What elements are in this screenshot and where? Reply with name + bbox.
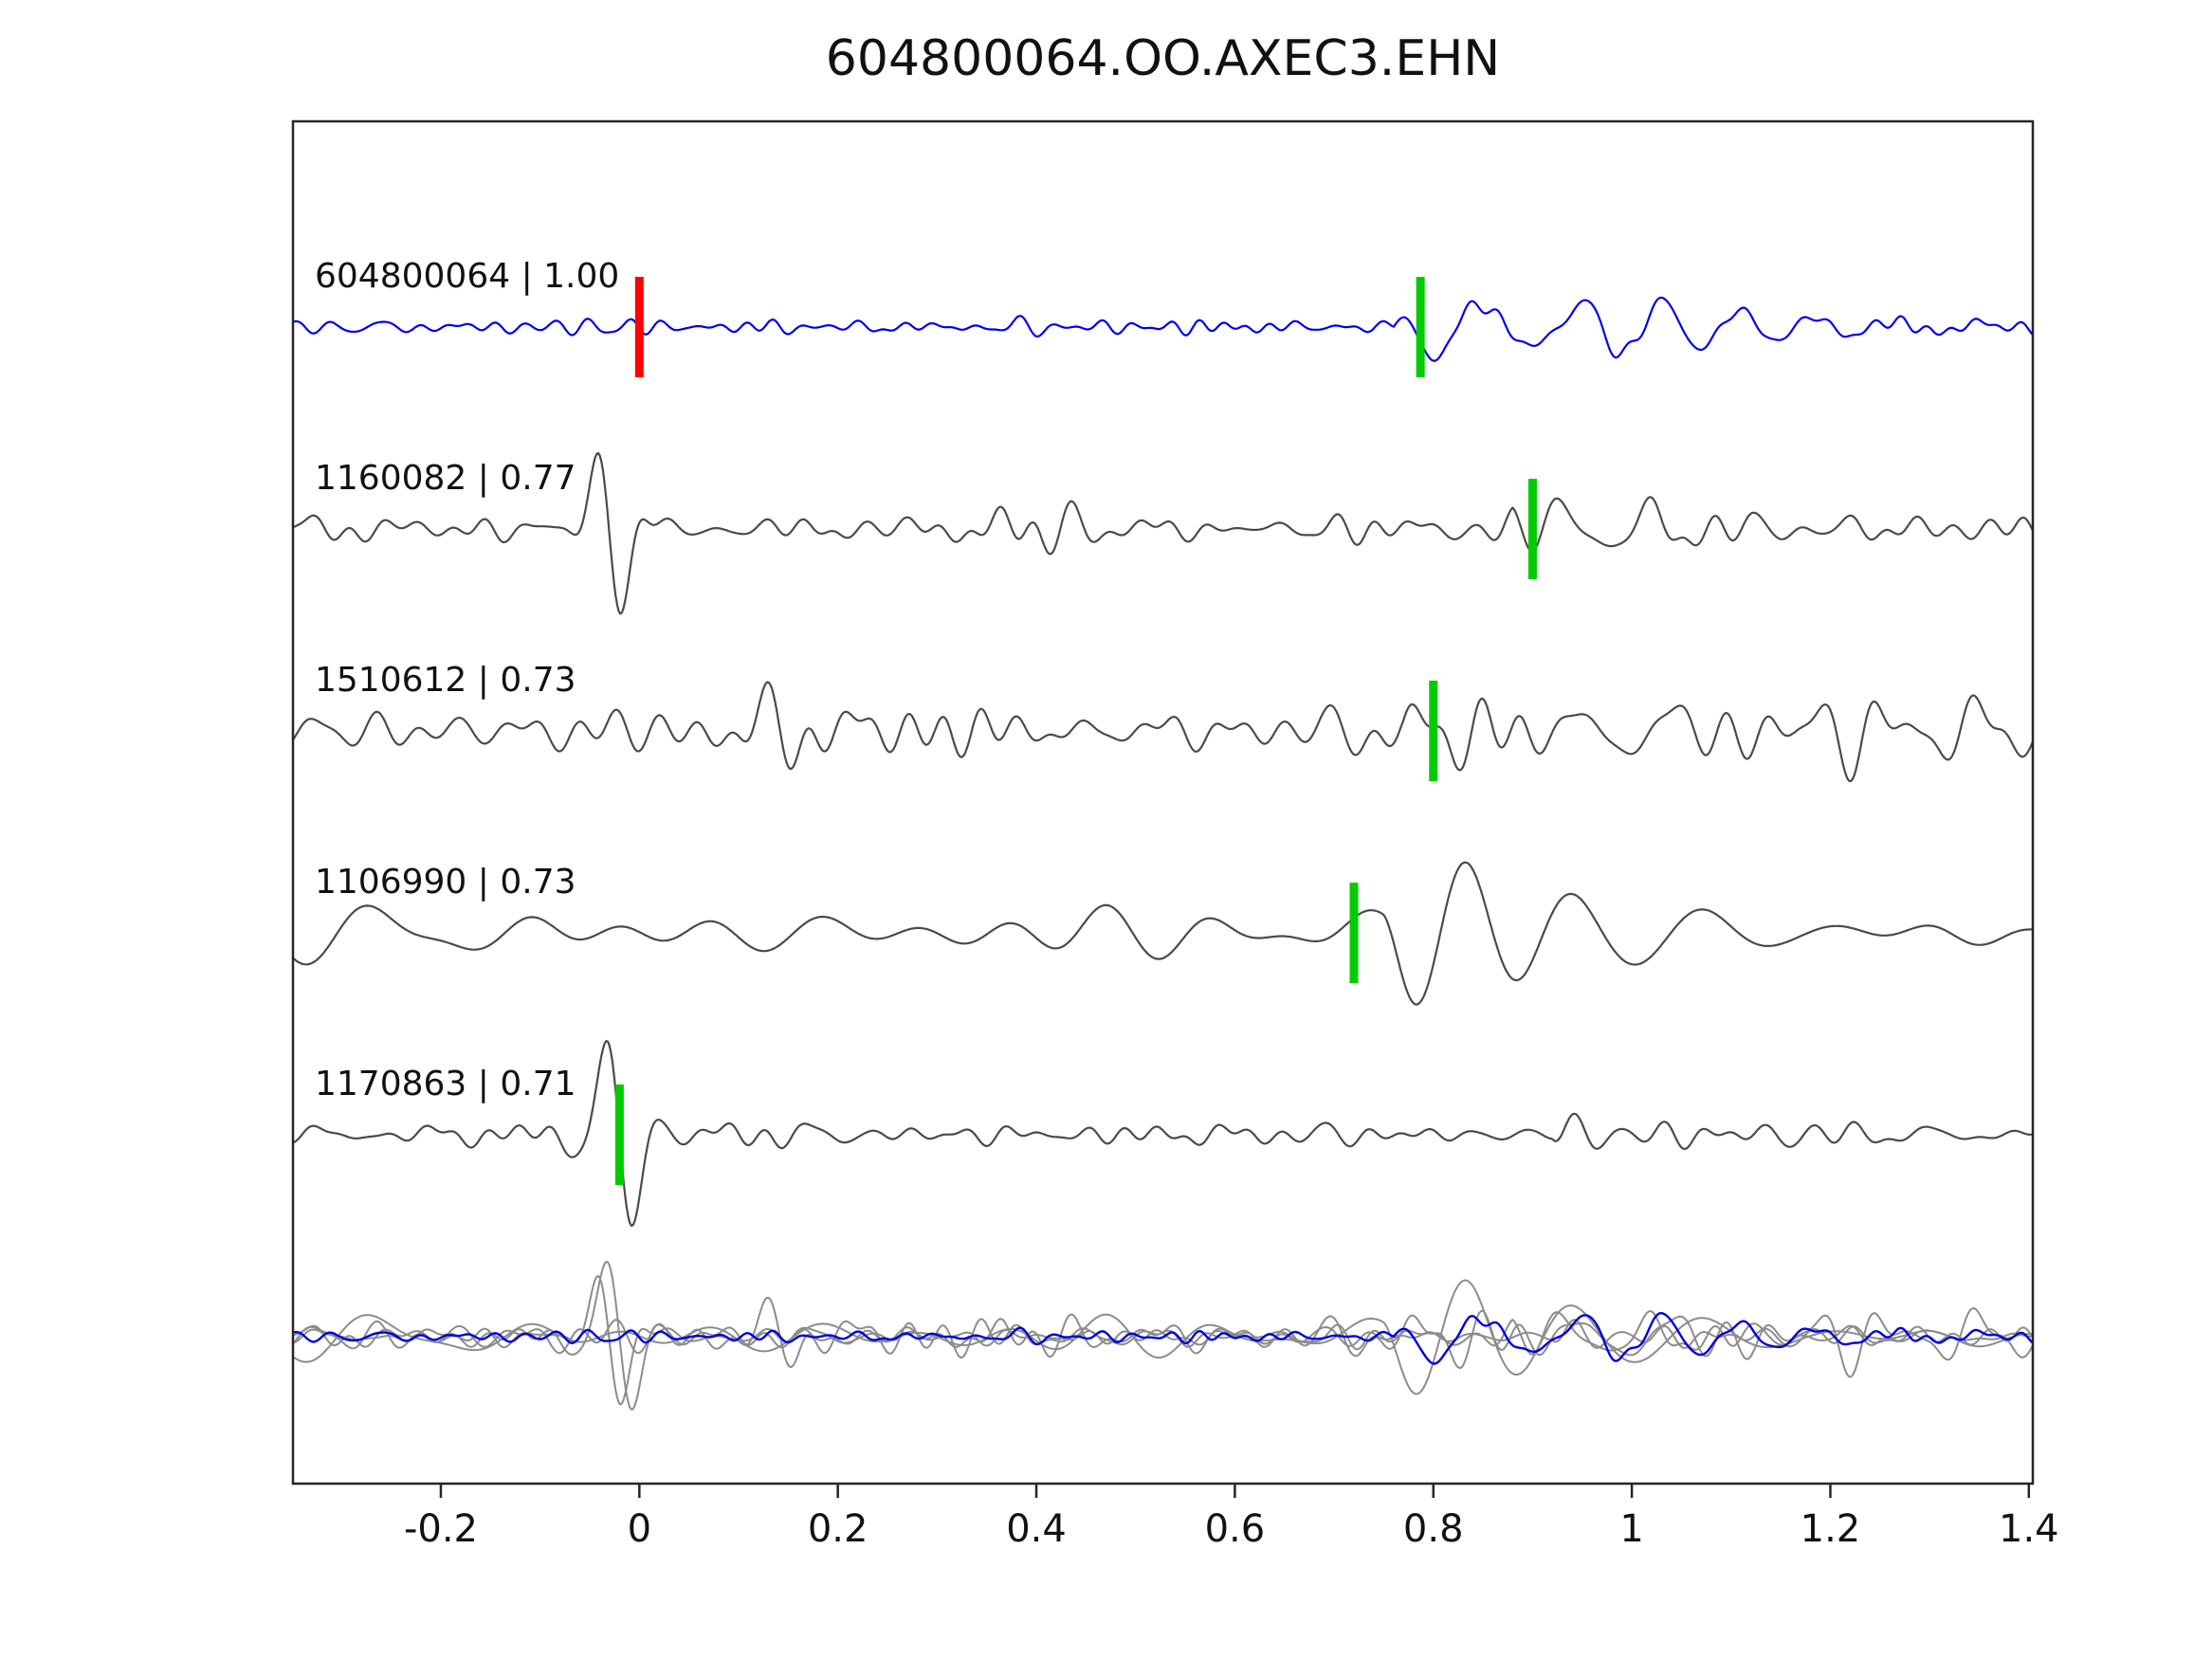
trace-label-1170863: 1170863 | 0.71 [315, 1065, 576, 1103]
overlay-waveform-604800064 [293, 1311, 2033, 1365]
figure-title: 604800064.OO.AXEC3.EHN [825, 30, 1501, 87]
plot-border [291, 119, 2035, 1486]
trace-label-604800064: 604800064 | 1.00 [315, 257, 620, 296]
overlay-waveform-1106990 [293, 1279, 2033, 1395]
x-tick-label: 0.6 [1204, 1507, 1266, 1551]
trace-waveform-1510612 [293, 681, 2033, 782]
trace-label-1160082: 1160082 | 0.77 [315, 459, 576, 498]
trace-waveform-1160082 [293, 451, 2033, 615]
trace-label-1106990: 1106990 | 0.73 [315, 863, 576, 902]
trace-waveform-1170863 [293, 1039, 2033, 1228]
x-tick-label: 0.2 [807, 1507, 868, 1551]
overlay-waveform-1160082 [293, 1274, 2033, 1406]
x-tick-label: 0.8 [1402, 1507, 1464, 1551]
x-tick-label: 0.4 [1006, 1507, 1067, 1551]
trace-waveform-604800064 [293, 296, 2033, 362]
x-tick-label: -0.2 [403, 1507, 478, 1551]
x-tick-label: 1.4 [1999, 1507, 2059, 1551]
x-tick-label: 0 [627, 1507, 652, 1551]
x-tick-label: 1.2 [1800, 1507, 1861, 1551]
trace-waveform-1106990 [293, 861, 2033, 1006]
trace-label-1510612: 1510612 | 0.73 [315, 661, 576, 700]
x-tick-label: 1 [1619, 1507, 1644, 1551]
